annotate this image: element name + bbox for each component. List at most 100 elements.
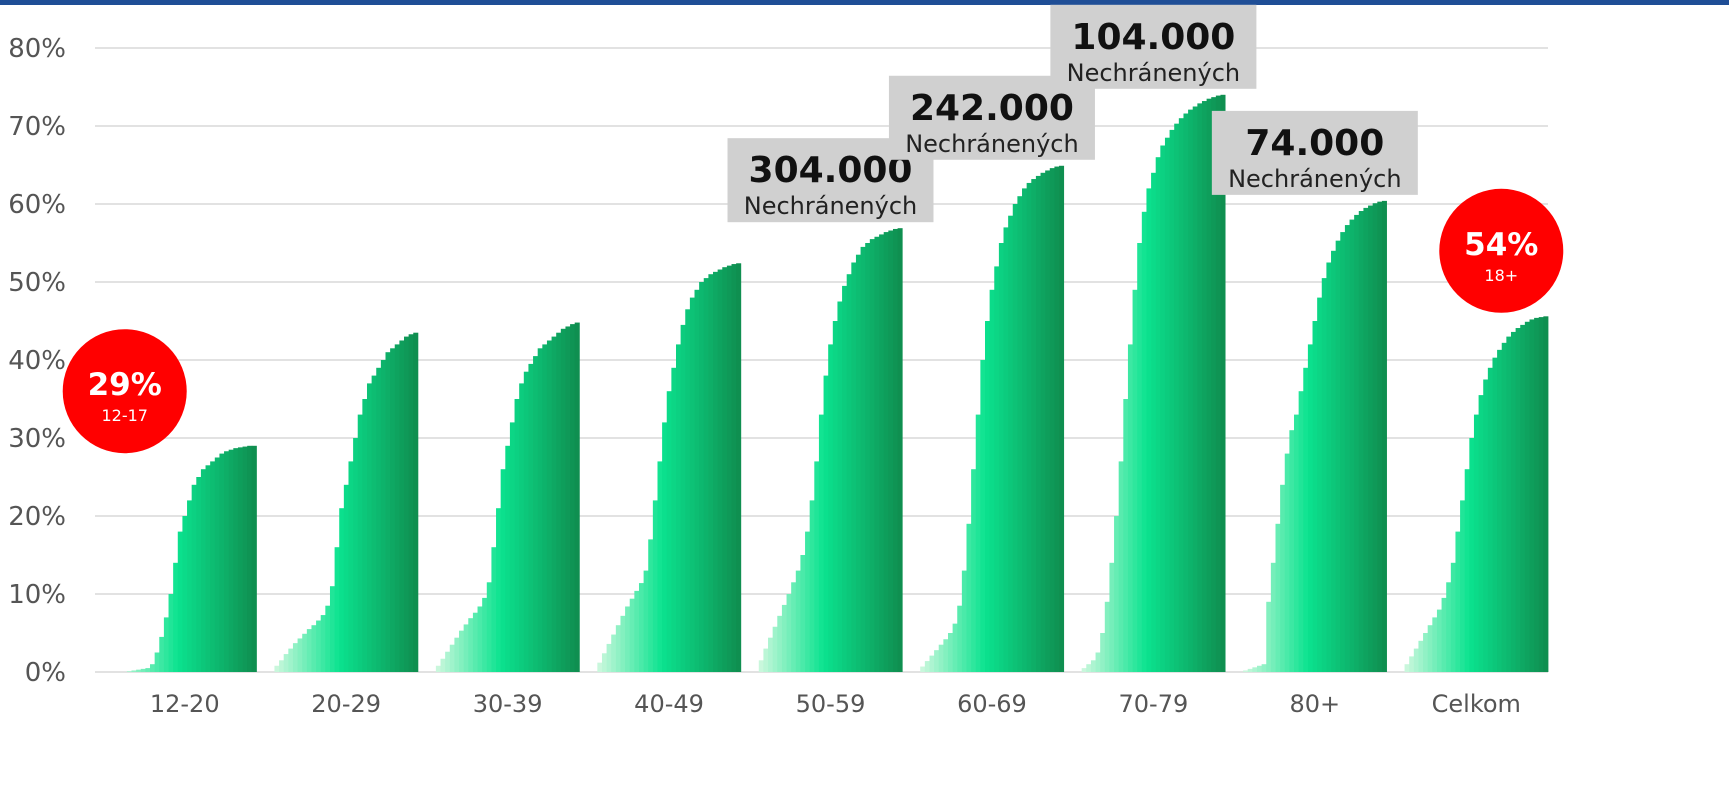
bar-group — [126, 445, 257, 672]
bar — [394, 344, 400, 672]
bar — [1497, 349, 1503, 672]
bar — [1026, 182, 1032, 672]
bar — [985, 321, 991, 672]
bar — [514, 399, 520, 672]
bar — [468, 618, 474, 672]
bar — [1003, 227, 1009, 672]
bar — [638, 583, 645, 672]
bar — [329, 586, 335, 672]
bar — [339, 508, 345, 672]
bar — [1059, 165, 1065, 672]
bar — [994, 266, 1000, 672]
bar — [366, 383, 373, 672]
bar — [736, 263, 742, 672]
y-tick-label: 30% — [8, 424, 66, 454]
bar — [491, 547, 497, 672]
bar — [1543, 316, 1549, 672]
bar — [920, 666, 926, 672]
bar — [657, 461, 663, 672]
bar-group — [1081, 94, 1226, 673]
bar — [154, 652, 160, 672]
bar — [288, 648, 294, 672]
bar — [376, 367, 382, 672]
bar — [150, 664, 156, 672]
bar — [795, 570, 801, 672]
bar — [1312, 321, 1318, 672]
bar — [689, 297, 695, 672]
bar — [1478, 395, 1484, 672]
bar — [1331, 250, 1337, 673]
bar — [196, 477, 202, 672]
bar — [846, 274, 852, 672]
bar — [643, 570, 649, 672]
bar — [1404, 664, 1410, 672]
bar — [823, 375, 829, 672]
bar — [537, 348, 543, 672]
y-tick-label: 0% — [25, 658, 66, 688]
bar — [1017, 196, 1023, 672]
bar — [440, 658, 446, 672]
bar — [297, 638, 303, 672]
bar — [869, 239, 875, 672]
bar — [731, 264, 737, 672]
bar — [814, 461, 820, 672]
bar — [1515, 328, 1521, 672]
bar — [1307, 344, 1313, 672]
bar — [1151, 172, 1157, 673]
bar — [620, 615, 626, 672]
bar — [302, 633, 308, 672]
bar — [500, 469, 506, 672]
x-category-label: Celkom — [1432, 690, 1521, 718]
bar — [233, 448, 239, 672]
bar — [855, 254, 861, 672]
annotation-box-bg — [1050, 4, 1257, 89]
bar — [343, 484, 349, 672]
bar — [385, 352, 391, 672]
bar — [851, 262, 857, 672]
bar — [842, 285, 848, 672]
bar — [1363, 207, 1369, 672]
bar — [883, 232, 889, 672]
bar — [694, 289, 700, 672]
bar — [1381, 200, 1387, 672]
bar-groups — [126, 94, 1549, 673]
bar — [1298, 391, 1304, 672]
bar — [874, 236, 880, 672]
bar — [163, 617, 169, 672]
bar — [1109, 562, 1115, 672]
bar — [1040, 172, 1046, 673]
bar — [717, 269, 723, 672]
bar — [445, 651, 451, 672]
bar — [1220, 94, 1226, 673]
bar — [380, 360, 386, 672]
bar — [648, 539, 654, 672]
bar — [1460, 500, 1466, 672]
bar — [219, 453, 225, 672]
bar — [237, 447, 243, 672]
callout-value: 29% — [88, 367, 162, 403]
bar — [1483, 379, 1489, 672]
bar — [546, 340, 552, 672]
bar — [699, 282, 705, 672]
bar — [274, 665, 280, 672]
bar — [1520, 324, 1526, 672]
bar — [463, 624, 469, 672]
bar — [1086, 664, 1092, 672]
callout-label: 12-17 — [101, 406, 148, 425]
bar — [860, 246, 866, 672]
bar — [966, 523, 972, 672]
bar — [136, 669, 142, 672]
bar — [459, 630, 465, 672]
bar — [703, 278, 709, 672]
bar — [1275, 523, 1281, 672]
bar — [1423, 633, 1429, 672]
y-tick-label: 70% — [8, 112, 66, 142]
bar — [477, 606, 483, 672]
bar — [892, 228, 898, 672]
bar — [371, 375, 377, 672]
bar — [1192, 106, 1198, 672]
bar — [1146, 188, 1152, 672]
bar — [1215, 95, 1221, 672]
bar — [1492, 357, 1498, 672]
